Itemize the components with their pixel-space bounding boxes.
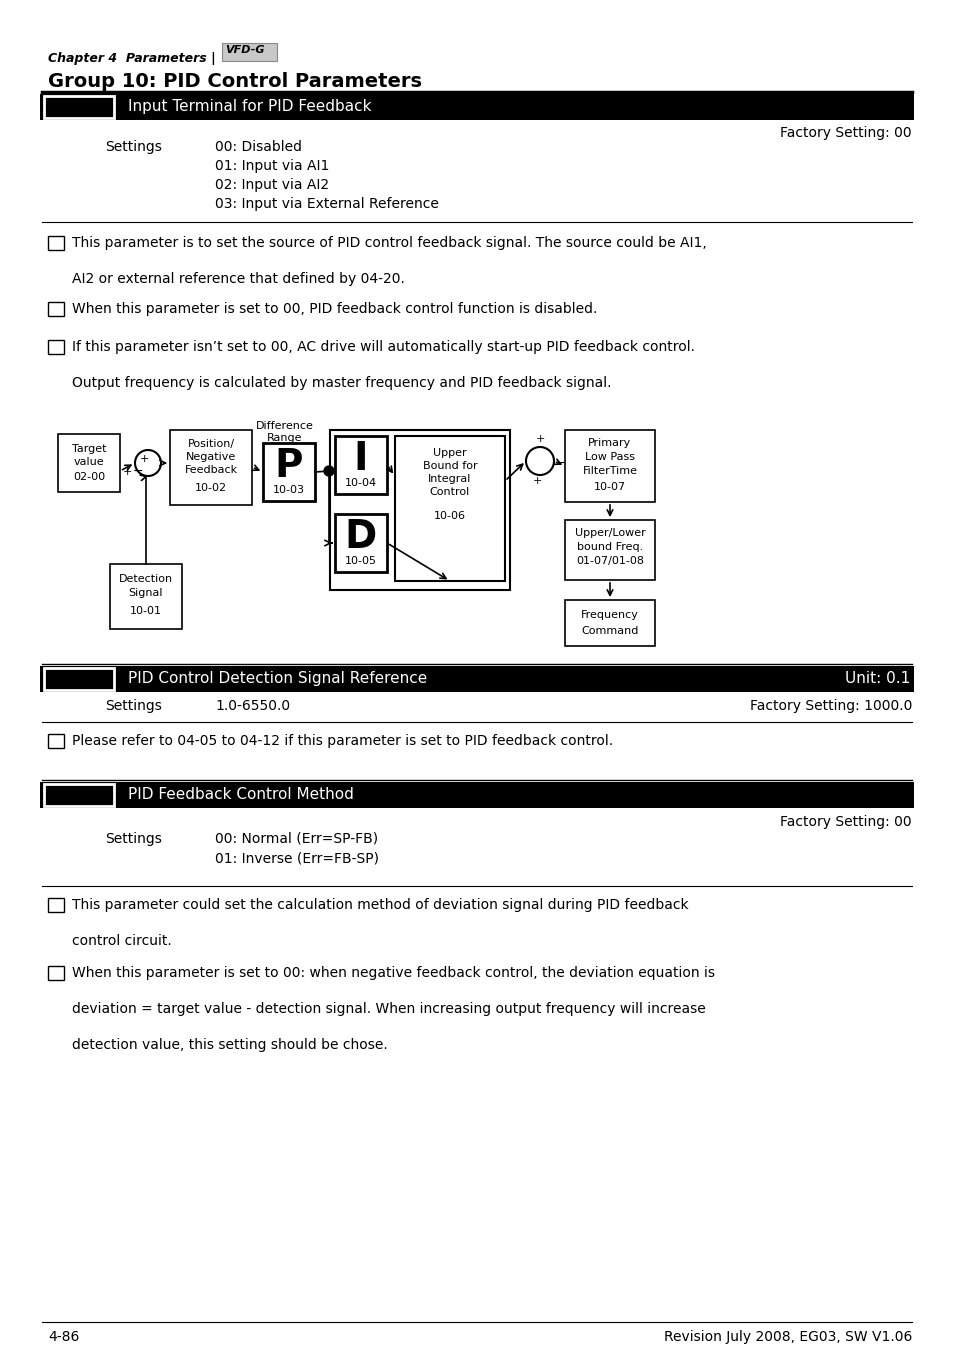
Bar (48, 236, 64, 250)
Bar (40, 666, 913, 692)
Bar (222, 43, 276, 61)
Text: Unit: 0.1: Unit: 0.1 (843, 670, 909, 687)
Bar (58, 434, 120, 493)
Text: 00: Normal (Err=SP-FB): 00: Normal (Err=SP-FB) (214, 832, 377, 845)
Text: AI2 or external reference that defined by 04-20.: AI2 or external reference that defined b… (71, 271, 404, 286)
Text: VFD-G: VFD-G (225, 45, 264, 56)
Text: 02: Input via AI2: 02: Input via AI2 (214, 178, 329, 191)
Text: 10-06: 10-06 (434, 512, 465, 521)
Bar (44, 784, 113, 806)
Text: Settings: Settings (105, 832, 162, 845)
Text: 01: Input via AI1: 01: Input via AI1 (214, 159, 329, 172)
Text: +: + (139, 455, 149, 464)
Text: Command: Command (580, 626, 638, 636)
Text: D: D (345, 518, 376, 556)
Text: 4-86: 4-86 (48, 1330, 79, 1343)
Bar (48, 303, 64, 316)
Text: 10-02: 10-02 (194, 483, 227, 493)
Text: 10-01: 10-01 (130, 607, 162, 616)
Text: Primary: Primary (588, 438, 631, 448)
Bar (48, 341, 64, 354)
Text: PID Feedback Control Method: PID Feedback Control Method (128, 787, 354, 802)
Bar (170, 430, 252, 505)
Text: Input Terminal for PID Feedback: Input Terminal for PID Feedback (128, 99, 371, 114)
Text: Settings: Settings (105, 699, 162, 712)
Text: Output frequency is calculated by master frequency and PID feedback signal.: Output frequency is calculated by master… (71, 376, 611, 389)
Text: −: − (556, 457, 566, 470)
Bar (564, 600, 655, 646)
Text: I: I (354, 440, 368, 478)
Text: 10-07: 10-07 (594, 482, 625, 493)
Text: value: value (73, 457, 104, 467)
Text: Factory Setting: 00: Factory Setting: 00 (780, 816, 911, 829)
Bar (564, 430, 655, 502)
Text: 10-04: 10-04 (345, 478, 376, 489)
Text: PID Control Detection Signal Reference: PID Control Detection Signal Reference (128, 670, 427, 687)
Text: Factory Setting: 00: Factory Setting: 00 (780, 126, 911, 140)
Text: P: P (274, 446, 303, 484)
Bar (335, 514, 387, 573)
Text: 10 - 01: 10 - 01 (50, 670, 109, 687)
Bar (40, 782, 913, 807)
Text: control circuit.: control circuit. (71, 934, 172, 949)
Text: Upper/Lower: Upper/Lower (574, 528, 644, 537)
Text: Factory Setting: 1000.0: Factory Setting: 1000.0 (749, 699, 911, 712)
Text: Position/: Position/ (187, 440, 234, 449)
Bar (330, 430, 510, 590)
Text: If this parameter isn’t set to 00, AC drive will automatically start-up PID feed: If this parameter isn’t set to 00, AC dr… (71, 341, 695, 354)
Text: Control: Control (430, 487, 470, 497)
Text: +: + (535, 434, 544, 444)
Bar (564, 520, 655, 579)
Text: Negative: Negative (186, 452, 236, 461)
Bar (110, 565, 182, 630)
Bar (48, 966, 64, 980)
Text: 00: Disabled: 00: Disabled (214, 140, 302, 153)
Text: Difference: Difference (255, 421, 314, 432)
Text: 03: Input via External Reference: 03: Input via External Reference (214, 197, 438, 210)
Bar (40, 94, 913, 119)
Circle shape (324, 465, 334, 476)
Text: Signal: Signal (129, 588, 163, 598)
Text: Low Pass: Low Pass (584, 452, 635, 461)
Text: This parameter is to set the source of PID control feedback signal. The source c: This parameter is to set the source of P… (71, 236, 706, 250)
Text: FilterTime: FilterTime (582, 465, 637, 476)
Text: bound Freq.: bound Freq. (577, 541, 642, 552)
Text: When this parameter is set to 00, PID feedback control function is disabled.: When this parameter is set to 00, PID fe… (71, 303, 597, 316)
Text: Revision July 2008, EG03, SW V1.06: Revision July 2008, EG03, SW V1.06 (663, 1330, 911, 1343)
Text: +: + (123, 467, 132, 478)
Text: Detection: Detection (119, 574, 172, 584)
Text: This parameter could set the calculation method of deviation signal during PID f: This parameter could set the calculation… (71, 898, 688, 912)
Text: 1.0-6550.0: 1.0-6550.0 (214, 699, 290, 712)
Text: 10 - 02: 10 - 02 (50, 787, 109, 802)
Text: Group 10: PID Control Parameters: Group 10: PID Control Parameters (48, 72, 421, 91)
Text: 10 - 00: 10 - 00 (50, 99, 109, 114)
Text: 10-05: 10-05 (345, 556, 376, 566)
Text: 01: Inverse (Err=FB-SP): 01: Inverse (Err=FB-SP) (214, 851, 378, 864)
Text: Range: Range (267, 433, 302, 442)
Text: −: − (132, 465, 143, 478)
Text: 01-07/01-08: 01-07/01-08 (576, 556, 643, 566)
Text: detection value, this setting should be chose.: detection value, this setting should be … (71, 1038, 387, 1052)
Text: Chapter 4  Parameters |: Chapter 4 Parameters | (48, 52, 215, 65)
Text: Upper: Upper (433, 448, 466, 459)
Text: Bound for: Bound for (422, 461, 476, 471)
Text: +: + (532, 476, 541, 486)
Bar (48, 898, 64, 912)
Text: deviation = target value - detection signal. When increasing output frequency wi: deviation = target value - detection sig… (71, 1001, 705, 1016)
Text: Please refer to 04-05 to 04-12 if this parameter is set to PID feedback control.: Please refer to 04-05 to 04-12 if this p… (71, 734, 613, 748)
Text: When this parameter is set to 00: when negative feedback control, the deviation : When this parameter is set to 00: when n… (71, 966, 714, 980)
Bar (263, 442, 314, 501)
Bar (44, 96, 113, 118)
Text: Target: Target (71, 444, 106, 455)
Bar (335, 436, 387, 494)
Text: Settings: Settings (105, 140, 162, 153)
Text: 02-00: 02-00 (72, 472, 105, 482)
Bar (395, 436, 504, 581)
Text: Frequency: Frequency (580, 611, 639, 620)
Bar (44, 668, 113, 689)
Bar (48, 734, 64, 748)
Text: Feedback: Feedback (184, 465, 237, 475)
Text: Integral: Integral (428, 474, 471, 484)
Text: 10-03: 10-03 (273, 484, 305, 495)
